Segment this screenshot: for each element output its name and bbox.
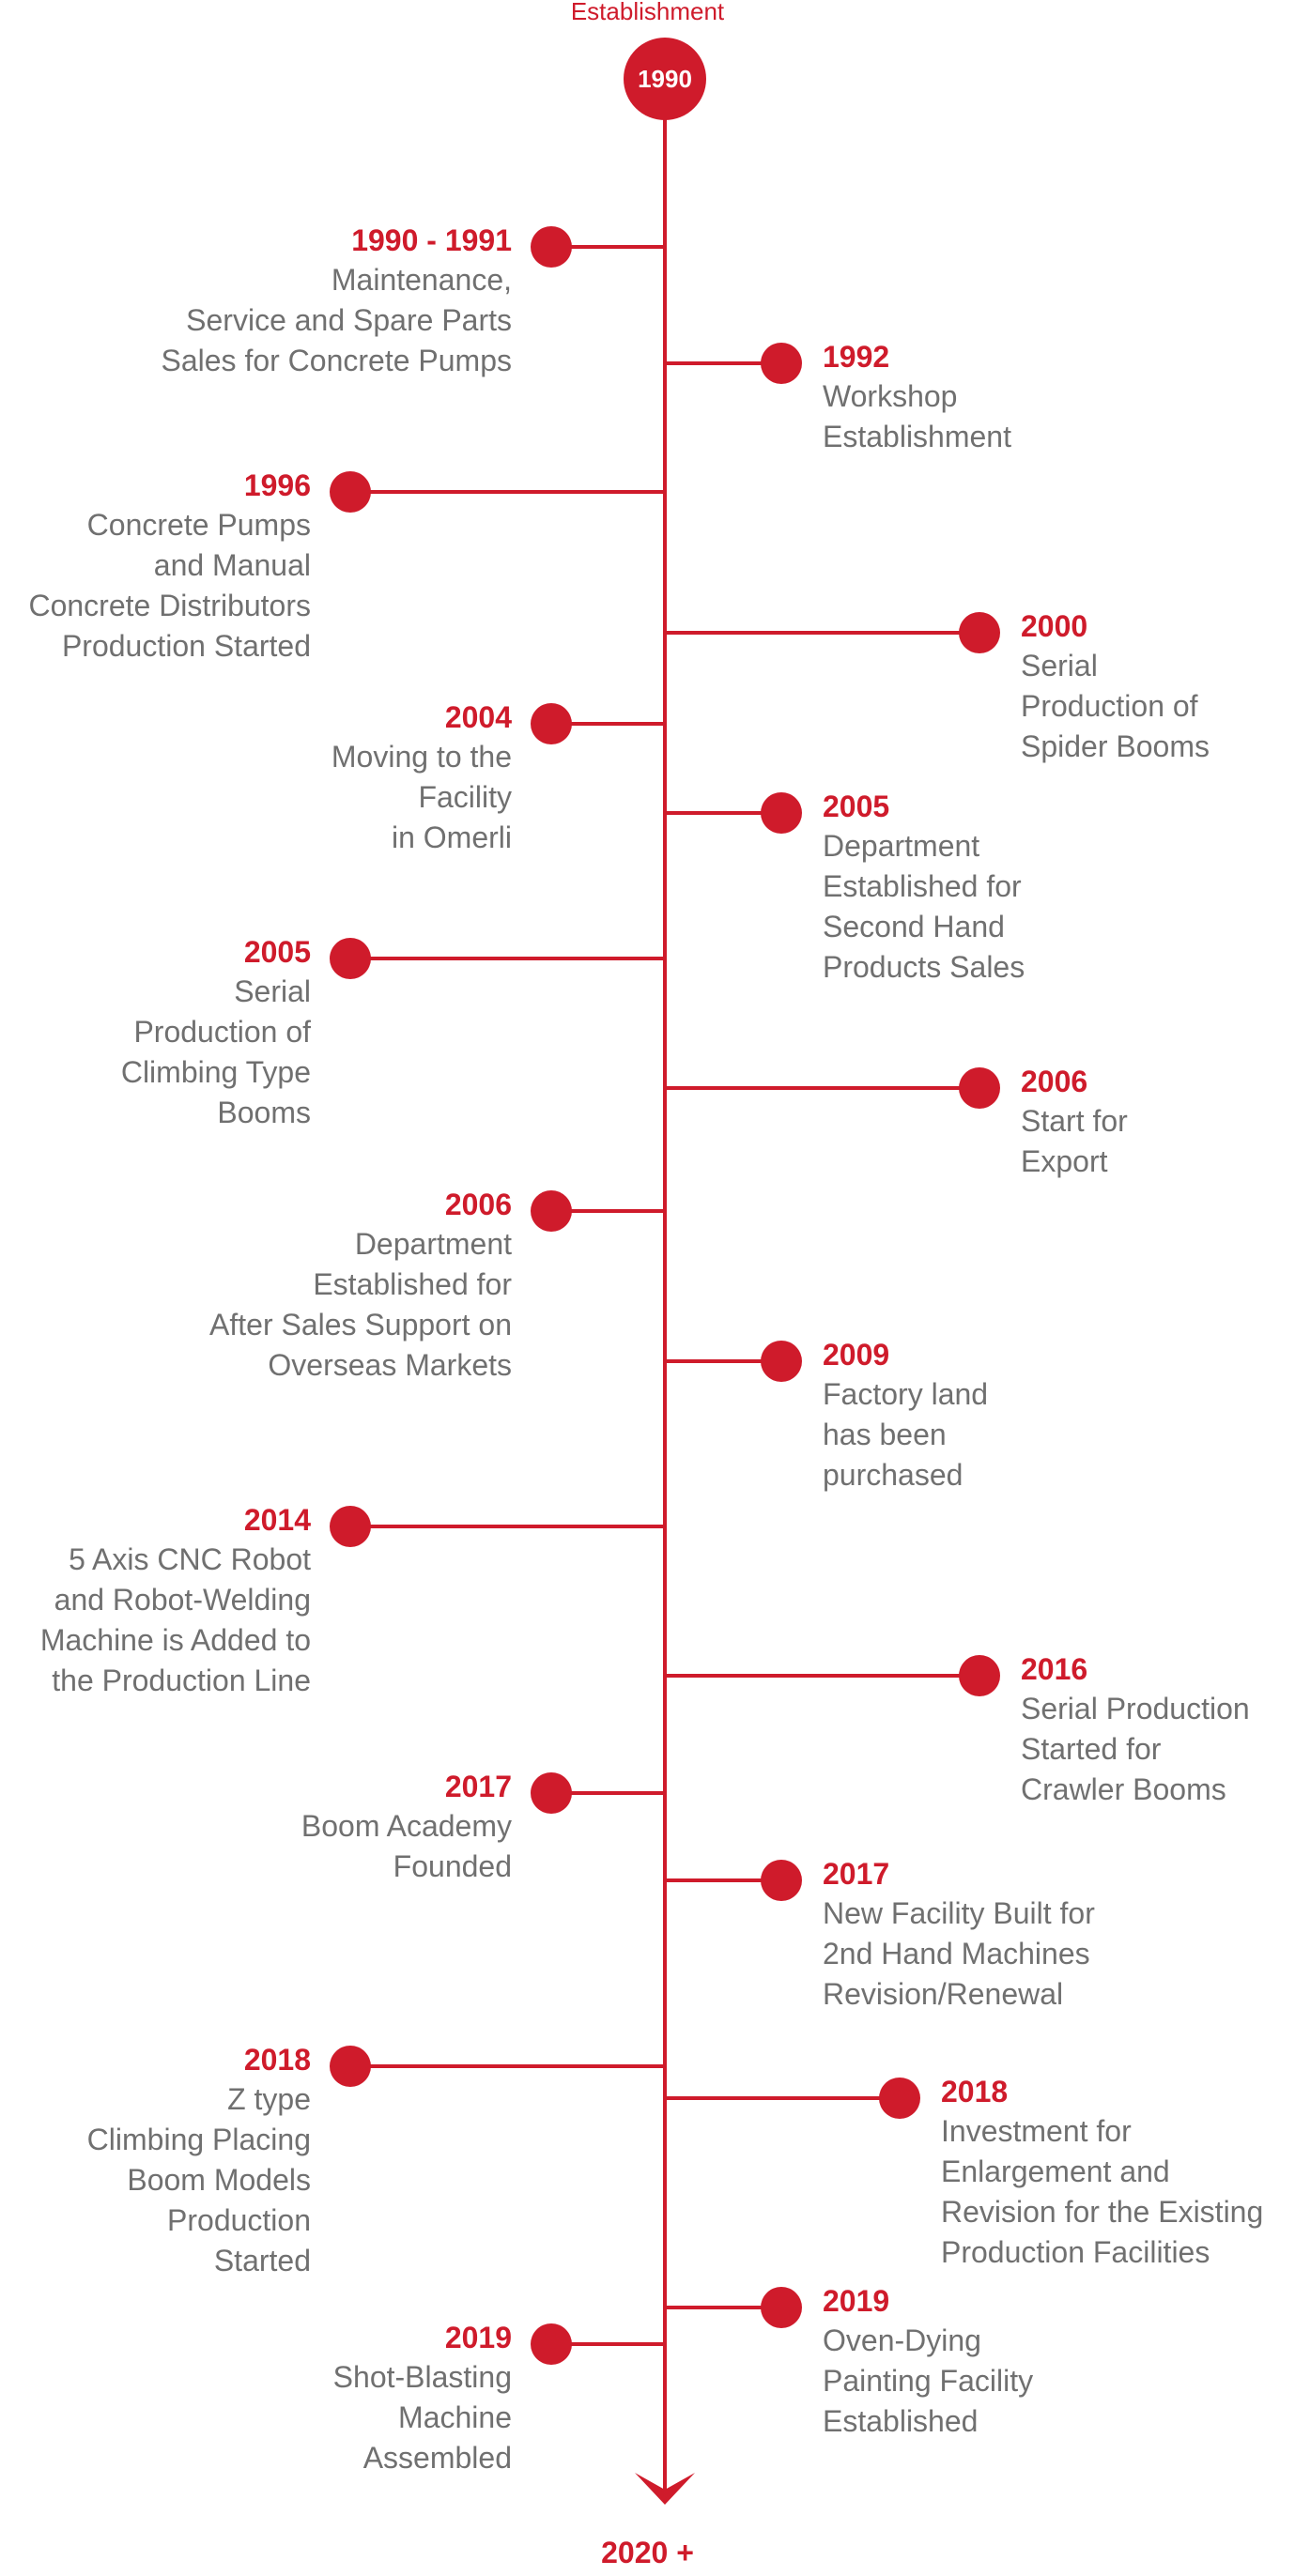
event-year: 2016 bbox=[1021, 1652, 1088, 1686]
event-dot bbox=[959, 612, 1000, 653]
start-circle bbox=[624, 38, 706, 120]
event-dot bbox=[761, 343, 802, 384]
timeline-event: 2018 Z type Climbing Placing Boom Models … bbox=[0, 2040, 311, 2281]
event-dot bbox=[531, 2323, 572, 2365]
event-description: Serial Production of Climbing Type Booms bbox=[120, 974, 311, 1129]
event-year: 1996 bbox=[243, 468, 311, 502]
event-dot bbox=[959, 1067, 1000, 1109]
event-year: 2004 bbox=[444, 700, 512, 734]
event-year: 2018 bbox=[941, 2075, 1009, 2108]
event-description: Factory land has been purchased bbox=[823, 1377, 989, 1492]
event-dot bbox=[330, 471, 371, 513]
timeline-event: 2017 Boom Academy Founded bbox=[0, 1767, 512, 1887]
event-description: Investment for Enlargement and Revision … bbox=[941, 2114, 1264, 2269]
event-description: Moving to the Facility in Omerli bbox=[331, 740, 512, 854]
event-year: 2006 bbox=[444, 1188, 512, 1221]
end-year-label: 2020 + bbox=[601, 2536, 694, 2569]
timeline-event: 2019 Shot-Blasting Machine Assembled bbox=[0, 2318, 512, 2478]
event-year: 2017 bbox=[823, 1857, 890, 1891]
event-year: 1990 - 1991 bbox=[351, 223, 512, 257]
event-description: Serial Production of Spider Booms bbox=[1021, 649, 1210, 763]
event-dot bbox=[330, 1506, 371, 1547]
event-year: 2019 bbox=[823, 2284, 890, 2318]
event-dot bbox=[761, 1341, 802, 1382]
timeline-event: 2000 Serial Production of Spider Booms bbox=[1021, 606, 1295, 767]
timeline-event: 2005 Serial Production of Climbing Type B… bbox=[0, 932, 311, 1133]
timeline-event: 2004 Moving to the Facility in Omerli bbox=[0, 698, 512, 858]
timeline-event: 1992 Workshop Establishment bbox=[823, 337, 1295, 457]
event-year: 2009 bbox=[823, 1338, 890, 1372]
event-description: New Facility Built for 2nd Hand Machines… bbox=[823, 1896, 1095, 2011]
timeline-event: 1996 Concrete Pumps and Manual Concrete D… bbox=[0, 466, 311, 667]
event-year: 2017 bbox=[444, 1770, 512, 1803]
timeline-event: 2017 New Facility Built for 2nd Hand Mach… bbox=[823, 1854, 1295, 2015]
event-dot bbox=[761, 1860, 802, 1901]
event-year: 2000 bbox=[1021, 609, 1088, 643]
timeline-event: 2009 Factory land has been purchased bbox=[823, 1335, 1295, 1495]
event-year: 2006 bbox=[1021, 1065, 1088, 1098]
event-description: Start for Export bbox=[1021, 1104, 1128, 1178]
event-dot bbox=[330, 938, 371, 979]
event-dot bbox=[531, 1772, 572, 1814]
event-description: Oven-Dying Painting Facility Established bbox=[823, 2323, 1034, 2438]
timeline-event: 2005 Department Established for Second Ha… bbox=[823, 787, 1295, 988]
event-dot bbox=[959, 1655, 1000, 1696]
timeline-event: 1990 - 1991 Maintenance, Service and Spar… bbox=[0, 221, 513, 381]
event-description: Department Established for Second Hand P… bbox=[823, 829, 1025, 984]
event-dot bbox=[761, 792, 802, 834]
event-dot bbox=[761, 2287, 802, 2328]
event-description: Maintenance, Service and Spare Parts Sal… bbox=[161, 263, 513, 377]
event-description: Shot-Blasting Machine Assembled bbox=[332, 2360, 512, 2475]
event-dot bbox=[879, 2078, 920, 2119]
timeline-event: 2019 Oven-Dying Painting Facility Establi… bbox=[823, 2281, 1295, 2442]
event-description: Serial Production Started for Crawler Bo… bbox=[1021, 1692, 1250, 1806]
event-description: Department Established for After Sales S… bbox=[209, 1227, 512, 1382]
event-year: 2018 bbox=[243, 2043, 311, 2077]
timeline-event: 2006 Start for Export bbox=[1021, 1062, 1295, 1182]
timeline-event: 2014 5 Axis CNC Robot and Robot-Welding M… bbox=[0, 1500, 311, 1701]
event-description: Z type Climbing Placing Boom Models Prod… bbox=[86, 2082, 311, 2277]
establishment-label: Establishment bbox=[570, 0, 725, 25]
event-description: 5 Axis CNC Robot and Robot-Welding Machi… bbox=[39, 1542, 311, 1697]
event-dot bbox=[330, 2046, 371, 2087]
event-year: 2005 bbox=[243, 935, 311, 969]
timeline-event: 2006 Department Established for After Sal… bbox=[0, 1185, 512, 1386]
start-year-label: 1990 bbox=[638, 65, 692, 93]
event-year: 1992 bbox=[823, 340, 890, 374]
event-dot bbox=[531, 1190, 572, 1232]
event-year: 2014 bbox=[243, 1503, 311, 1537]
event-dot bbox=[531, 703, 572, 744]
timeline-event: 2018 Investment for Enlargement and Revis… bbox=[941, 2072, 1295, 2273]
timeline-event: 2016 Serial Production Started for Crawle… bbox=[1021, 1649, 1295, 1810]
event-description: Concrete Pumps and Manual Concrete Distr… bbox=[28, 508, 311, 663]
event-year: 2019 bbox=[444, 2321, 512, 2354]
arrow-down-icon bbox=[635, 2473, 695, 2505]
event-dot bbox=[531, 226, 572, 268]
event-year: 2005 bbox=[823, 790, 890, 823]
event-description: Boom Academy Founded bbox=[301, 1809, 512, 1883]
event-description: Workshop Establishment bbox=[823, 379, 1011, 453]
